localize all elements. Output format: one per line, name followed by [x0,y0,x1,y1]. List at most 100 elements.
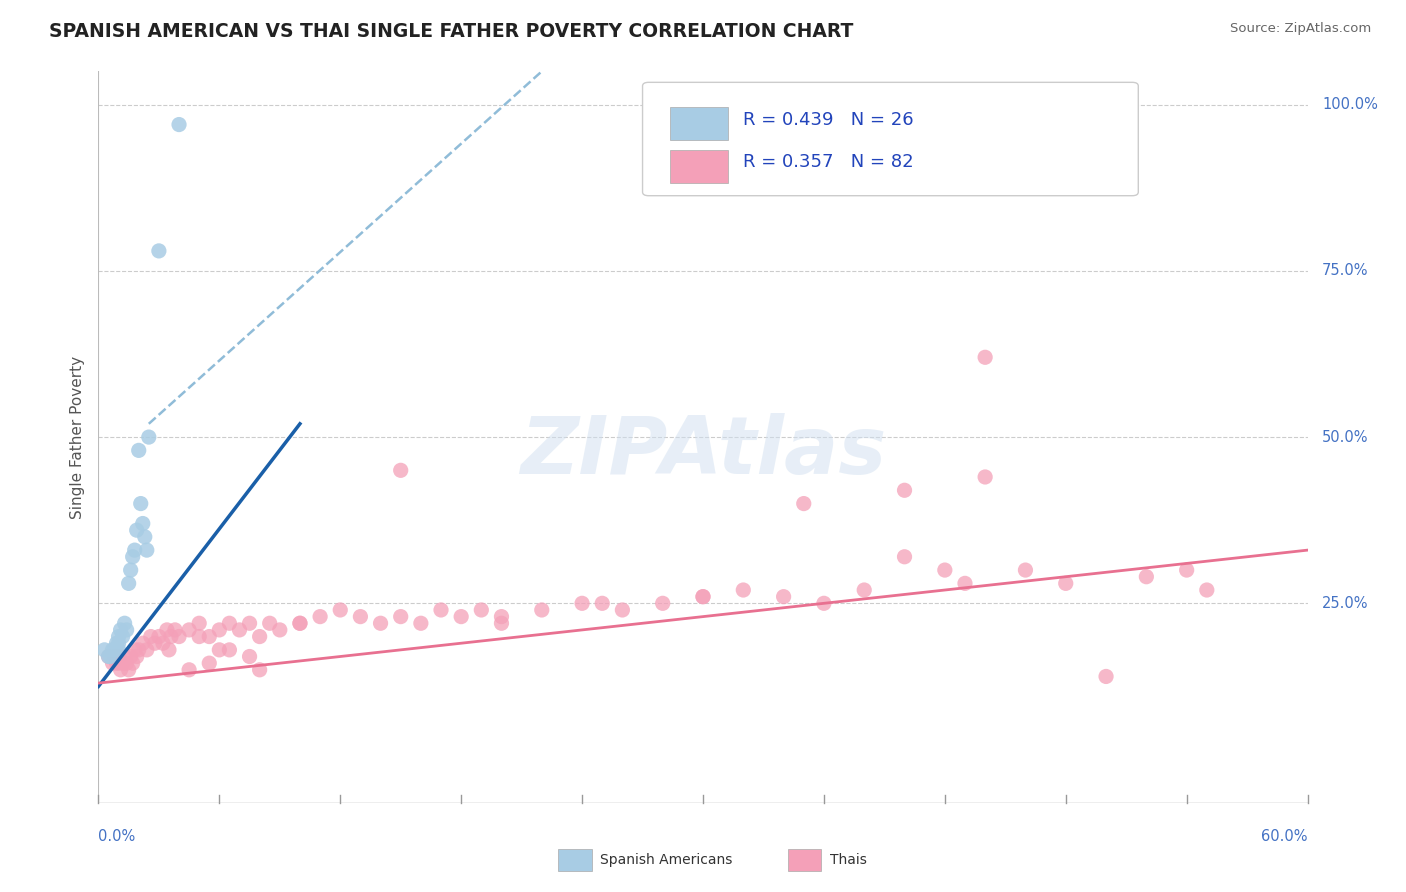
Point [733,582,755,597]
Point [1175,563,1198,577]
Point [138,430,160,444]
Text: 25.0%: 25.0% [1322,596,1368,611]
Point [329,603,352,617]
Point [409,616,432,631]
Point [120,649,142,664]
Point [208,623,231,637]
Text: Thais: Thais [830,853,868,867]
Point [118,576,141,591]
Point [115,623,138,637]
Point [1054,576,1077,591]
Point [105,656,128,670]
Text: 50.0%: 50.0% [1322,430,1368,444]
Bar [558,849,592,871]
Point [571,596,593,610]
Point [370,616,392,631]
Point [125,649,148,664]
Bar [671,150,728,183]
Point [239,616,262,631]
Point [128,643,150,657]
Point [134,530,156,544]
Point [208,643,231,657]
Y-axis label: Single Father Poverty: Single Father Poverty [69,356,84,518]
Point [110,663,132,677]
Point [218,643,240,657]
Point [118,663,141,677]
Point [470,603,492,617]
Point [125,523,148,537]
Point [143,636,166,650]
Point [288,616,311,631]
Point [107,656,129,670]
Point [389,463,412,477]
Text: R = 0.439   N = 26: R = 0.439 N = 26 [742,111,914,129]
Point [188,616,211,631]
Point [612,603,634,617]
Point [107,636,129,650]
Point [218,616,240,631]
Point [148,244,170,258]
Point [97,649,120,664]
Text: Spanish Americans: Spanish Americans [600,853,733,867]
Point [111,630,134,644]
Point [111,656,134,670]
Text: 75.0%: 75.0% [1322,263,1368,278]
Point [491,609,513,624]
Text: 100.0%: 100.0% [1322,97,1378,112]
Point [1195,582,1218,597]
Point [179,623,201,637]
Point [135,643,157,657]
Point [156,623,179,637]
Point [124,543,146,558]
Point [129,497,152,511]
Text: 60.0%: 60.0% [1261,830,1308,845]
Point [179,663,201,677]
Point [198,656,221,670]
Point [793,497,815,511]
Point [93,643,115,657]
Text: 0.0%: 0.0% [98,830,135,845]
Point [114,616,136,631]
Point [105,636,128,650]
Point [121,549,143,564]
Point [430,603,453,617]
Point [228,623,250,637]
Point [249,630,271,644]
Text: ZIPAtlas: ZIPAtlas [520,413,886,491]
Point [772,590,794,604]
Point [110,623,132,637]
Bar [787,849,821,871]
Point [259,616,281,631]
Point [1014,563,1036,577]
Point [160,630,183,644]
Point [97,649,120,664]
Point [167,118,190,132]
Point [249,663,271,677]
Text: SPANISH AMERICAN VS THAI SINGLE FATHER POVERTY CORRELATION CHART: SPANISH AMERICAN VS THAI SINGLE FATHER P… [49,22,853,41]
Point [103,643,125,657]
Point [107,630,129,644]
Point [163,623,186,637]
Point [288,616,311,631]
Text: R = 0.357   N = 82: R = 0.357 N = 82 [742,153,914,171]
Point [269,623,291,637]
Point [813,596,835,610]
Point [198,630,221,644]
Point [120,563,142,577]
Point [157,643,180,657]
Point [152,636,174,650]
Point [530,603,553,617]
Point [1135,570,1157,584]
Point [239,649,262,664]
Point [107,649,129,664]
Point [107,643,129,657]
Point [128,443,150,458]
Point [1095,669,1118,683]
Point [167,630,190,644]
Point [591,596,613,610]
Point [309,609,332,624]
Point [651,596,673,610]
Point [148,630,170,644]
Point [115,656,138,670]
Point [114,649,136,664]
